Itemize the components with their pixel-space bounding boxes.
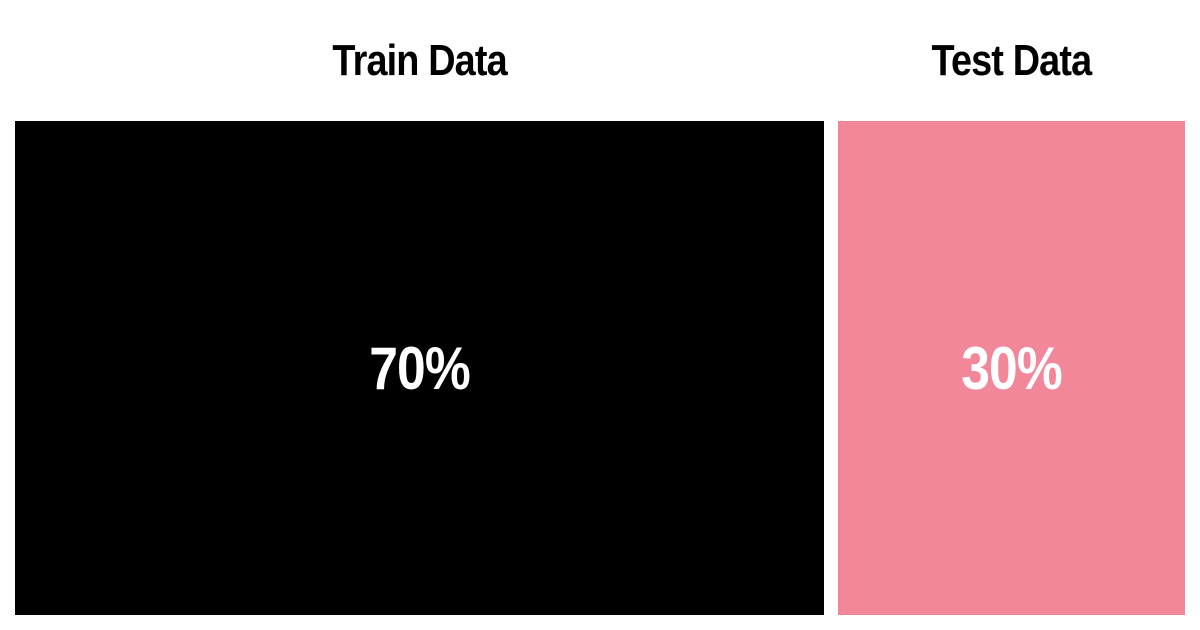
test-segment-value: 30% <box>961 334 1063 402</box>
test-segment-block: 30% <box>838 121 1185 615</box>
train-test-split-diagram: Train Data 70% Test Data 30% <box>15 0 1185 615</box>
train-segment-title: Train Data <box>332 35 507 85</box>
test-segment: Test Data 30% <box>838 0 1185 615</box>
test-segment-title: Test Data <box>931 35 1093 85</box>
train-segment: Train Data 70% <box>15 0 825 615</box>
train-segment-block: 70% <box>15 121 825 615</box>
train-segment-value: 70% <box>369 334 471 402</box>
